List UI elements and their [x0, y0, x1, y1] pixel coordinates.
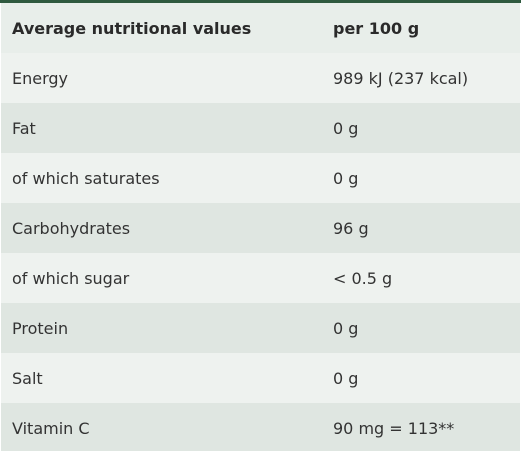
- nutrient-label: Protein: [1, 303, 322, 353]
- nutrient-label: Vitamin C: [1, 403, 322, 451]
- nutrient-label: Salt: [1, 353, 322, 403]
- nutrient-label: of which saturates: [1, 153, 322, 203]
- table-row: of which saturates 0 g: [1, 153, 520, 203]
- table-row: Fat 0 g: [1, 103, 520, 153]
- table-header-row: Average nutritional values per 100 g: [1, 3, 520, 53]
- nutrient-value: < 0.5 g: [322, 253, 520, 303]
- header-nutrient: Average nutritional values: [1, 3, 322, 53]
- nutrient-value: 0 g: [322, 303, 520, 353]
- nutrient-value: 0 g: [322, 153, 520, 203]
- table-row: Salt 0 g: [1, 353, 520, 403]
- nutrient-value: 989 kJ (237 kcal): [322, 53, 520, 103]
- nutrient-value: 90 mg = 113**: [322, 403, 520, 451]
- header-per-100g: per 100 g: [322, 3, 520, 53]
- nutrition-table: Average nutritional values per 100 g Ene…: [1, 3, 520, 451]
- nutrient-value: 96 g: [322, 203, 520, 253]
- table-row: Vitamin C 90 mg = 113**: [1, 403, 520, 451]
- nutrient-value: 0 g: [322, 103, 520, 153]
- table-row: Energy 989 kJ (237 kcal): [1, 53, 520, 103]
- nutrient-label: of which sugar: [1, 253, 322, 303]
- table-row: Carbohydrates 96 g: [1, 203, 520, 253]
- nutrient-label: Energy: [1, 53, 322, 103]
- table-row: of which sugar < 0.5 g: [1, 253, 520, 303]
- nutrient-label: Fat: [1, 103, 322, 153]
- nutrient-label: Carbohydrates: [1, 203, 322, 253]
- nutrient-value: 0 g: [322, 353, 520, 403]
- table-row: Protein 0 g: [1, 303, 520, 353]
